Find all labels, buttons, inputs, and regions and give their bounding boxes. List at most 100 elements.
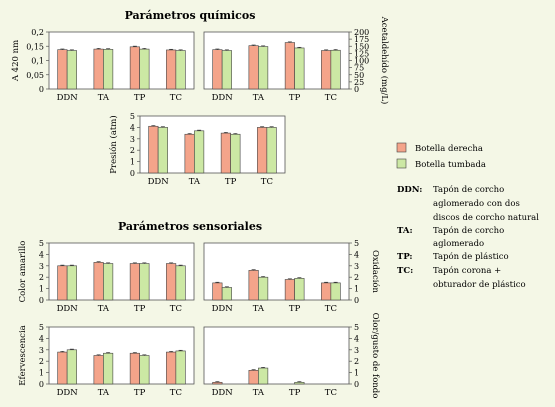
legend-label-series-a: Botella derecha <box>415 144 483 154</box>
category-label: TC <box>170 93 182 103</box>
y-tick-label: 0,1 <box>31 57 44 66</box>
bar <box>103 352 114 385</box>
bar <box>294 278 305 301</box>
glossary-text-ddn-3: discos de corcho natural <box>433 213 539 223</box>
y-tick-label: 1 <box>39 369 44 378</box>
bar <box>212 282 223 301</box>
y-axis-label: Efervescencia <box>18 325 28 385</box>
glossary-abbr-tc: TC: <box>397 266 413 276</box>
glossary-text-ta-1: Tapón de corcho <box>433 225 504 236</box>
y-tick-label: 1 <box>130 158 135 167</box>
category-label: TC <box>170 304 182 314</box>
bar <box>129 46 140 90</box>
sensory-title: Parámetros sensoriales <box>118 220 262 233</box>
y-axis-label: Oxidación <box>370 250 381 294</box>
bar <box>66 50 77 90</box>
category-label: TP <box>134 93 146 103</box>
y-tick-label: 25 <box>354 78 364 87</box>
bar <box>248 270 259 301</box>
y-tick-label: 5 <box>39 239 44 248</box>
y-axis-label: Color amarillo <box>18 241 28 303</box>
bar <box>157 127 168 174</box>
chart-pressure: 0 1 2 3 4 5 Presión (atm) DDN TA TP TC <box>108 112 286 187</box>
category-label: TA <box>98 388 110 398</box>
y-tick-label: 0,05 <box>26 71 44 80</box>
bar <box>257 127 268 174</box>
category-label: TP <box>289 93 301 103</box>
category-label: TP <box>134 388 146 398</box>
category-label: DDN <box>148 177 170 187</box>
y-tick-label: 5 <box>354 323 359 332</box>
bar <box>321 50 332 90</box>
y-tick-label: 0,2 <box>31 28 44 37</box>
y-axis-label: Acetaldehído (mg/L) <box>379 16 390 105</box>
glossary-abbr-ddn: DDN: <box>397 185 422 195</box>
bar <box>129 263 140 301</box>
y-tick-label: 150 <box>354 42 369 51</box>
y-tick-label: 0 <box>354 85 359 94</box>
y-tick-label: 4 <box>354 250 359 259</box>
y-axis-label: Olor/gusto de fondo <box>370 313 380 399</box>
glossary-abbr-tp: TP: <box>397 252 413 262</box>
bar <box>93 262 104 301</box>
y-tick-label: 0 <box>354 296 359 305</box>
category-label: TA <box>253 93 265 103</box>
category-label: DDN <box>57 93 79 103</box>
chart-cork_taint: 0 1 2 3 4 5 Olor/gusto de fondo DDN TA TP TC <box>203 313 380 399</box>
bar <box>321 282 332 301</box>
category-label: DDN <box>212 388 234 398</box>
bar <box>175 50 186 90</box>
legend-swatch-series-a <box>396 142 407 153</box>
bar <box>57 49 68 90</box>
y-tick-label: 1 <box>354 285 359 294</box>
glossary: DDN: Tapón de corcho aglomerado con dos … <box>397 184 539 290</box>
bar <box>148 125 159 174</box>
y-tick-label: 5 <box>39 323 44 332</box>
glossary-text-ddn-1: Tapón de corcho <box>433 184 504 195</box>
bar <box>194 130 205 174</box>
bar <box>175 265 186 301</box>
glossary-text-tp-1: Tapón de plástico <box>433 251 509 262</box>
bar <box>230 133 241 174</box>
bar <box>221 50 232 90</box>
y-axis-label: A 420 nm <box>11 40 21 82</box>
y-tick-label: 75 <box>354 64 364 73</box>
y-tick-label: 3 <box>354 346 359 355</box>
y-tick-label: 3 <box>39 346 44 355</box>
y-tick-label: 0 <box>39 380 44 389</box>
bar <box>93 355 104 385</box>
y-tick-label: 0 <box>130 169 135 178</box>
bar <box>330 49 341 90</box>
bar <box>330 282 341 301</box>
chart-absorbance: 0 0,05 0,1 0,15 0,2 A 420 nm DDN TA TP TC <box>11 28 195 103</box>
y-tick-label: 0 <box>354 380 359 389</box>
glossary-text-tc-2: obturador de plástico <box>433 279 526 290</box>
category-label: TP <box>134 304 146 314</box>
y-tick-label: 2 <box>39 357 44 366</box>
bar <box>266 127 277 174</box>
bar <box>93 48 104 90</box>
y-tick-label: 175 <box>354 35 369 44</box>
y-tick-label: 0 <box>39 296 44 305</box>
bar <box>57 351 68 385</box>
category-label: TA <box>98 93 110 103</box>
bar <box>221 287 232 301</box>
y-tick-label: 100 <box>354 57 369 66</box>
bar <box>184 133 195 174</box>
y-tick-label: 4 <box>130 123 135 132</box>
glossary-text-tc-1: Tapón corona + <box>433 265 501 276</box>
bar <box>258 46 269 90</box>
category-label: TC <box>325 93 337 103</box>
category-label: TC <box>261 177 273 187</box>
category-label: TC <box>325 304 337 314</box>
bar <box>103 49 114 90</box>
bar <box>139 263 150 301</box>
y-tick-label: 3 <box>130 135 135 144</box>
y-tick-label: 4 <box>354 334 359 343</box>
plot-area <box>203 326 350 385</box>
bar <box>284 279 295 301</box>
y-tick-label: 3 <box>354 262 359 271</box>
category-label: TC <box>325 388 337 398</box>
